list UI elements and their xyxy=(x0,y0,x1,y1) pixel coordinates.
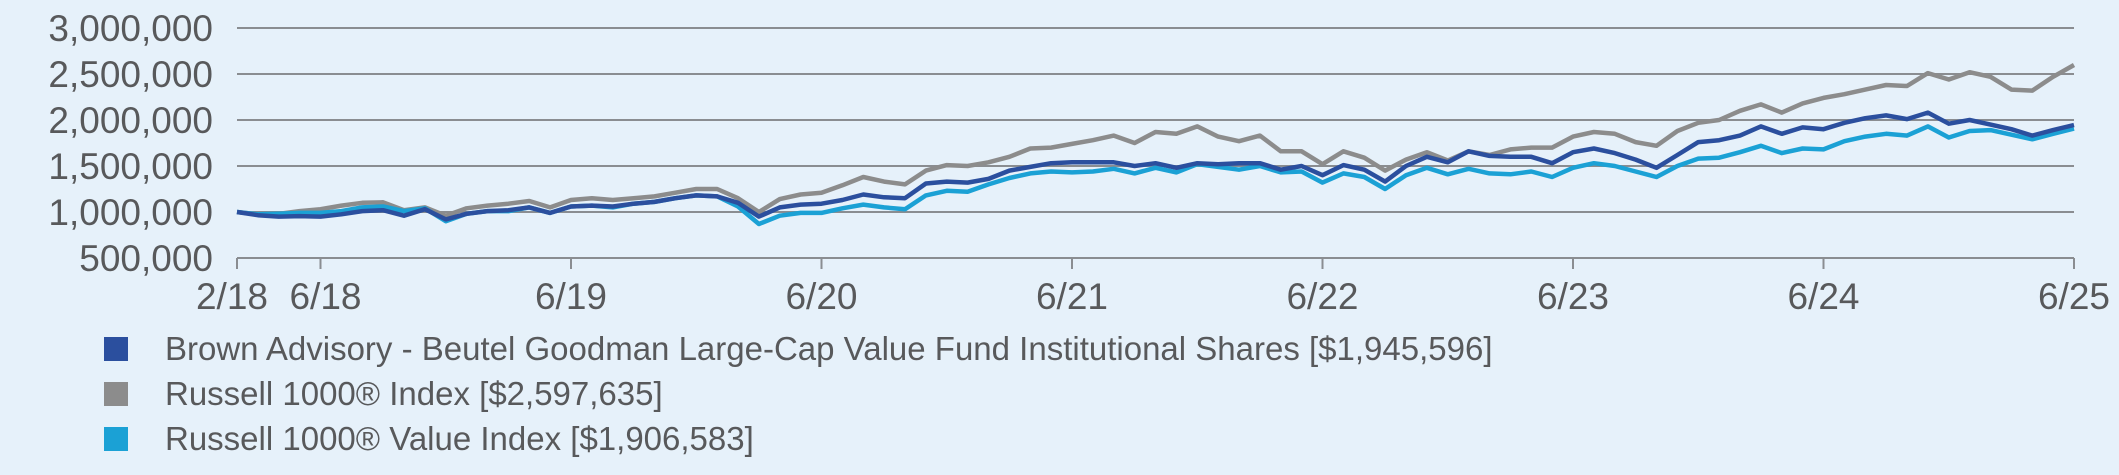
x-tick-label: 6/21 xyxy=(1036,276,1108,317)
legend-label: Brown Advisory - Beutel Goodman Large-Ca… xyxy=(165,329,1493,367)
x-tick-label: 2/18 xyxy=(196,276,268,317)
series-lines xyxy=(236,63,2076,227)
x-tick-label: 6/18 xyxy=(289,276,361,317)
legend-item-russell-1000-value: Russell 1000® Value Index [$1,906,583] xyxy=(104,416,1493,461)
legend-label: Russell 1000® Value Index [$1,906,583] xyxy=(165,419,754,457)
y-tick-label: 3,000,000 xyxy=(48,8,213,49)
legend: Brown Advisory - Beutel Goodman Large-Ca… xyxy=(104,326,1493,461)
gridlines xyxy=(237,27,2074,259)
fund-line xyxy=(236,110,2075,222)
y-tick-label: 1,500,000 xyxy=(48,146,213,187)
legend-item-fund: Brown Advisory - Beutel Goodman Large-Ca… xyxy=(104,326,1493,371)
legend-label: Russell 1000® Index [$2,597,635] xyxy=(165,374,663,412)
y-tick-label: 1,000,000 xyxy=(48,192,213,233)
y-tick-label: 2,500,000 xyxy=(48,54,213,95)
x-tick-label: 6/23 xyxy=(1537,276,1609,317)
x-tick-label: 6/25 xyxy=(2038,276,2110,317)
x-tick-label: 6/20 xyxy=(785,276,857,317)
x-tick-label: 6/24 xyxy=(1787,276,1859,317)
legend-swatch-fund xyxy=(104,336,128,361)
y-tick-label: 500,000 xyxy=(79,238,213,279)
y-axis: 500,000 1,000,000 1,500,000 2,000,000 2,500,… xyxy=(48,8,213,279)
x-tick-label: 6/19 xyxy=(535,276,607,317)
russell-1000-line xyxy=(236,63,2076,218)
legend-swatch-russell-1000-value xyxy=(104,426,128,451)
x-axis: 2/18 6/18 6/19 6/20 6/21 6/22 6/23 6/24 6/25 xyxy=(196,258,2110,317)
y-tick-label: 2,000,000 xyxy=(48,100,213,141)
legend-item-russell-1000: Russell 1000® Index [$2,597,635] xyxy=(104,371,1493,416)
x-tick-label: 6/22 xyxy=(1286,276,1358,317)
legend-swatch-russell-1000 xyxy=(104,381,128,406)
